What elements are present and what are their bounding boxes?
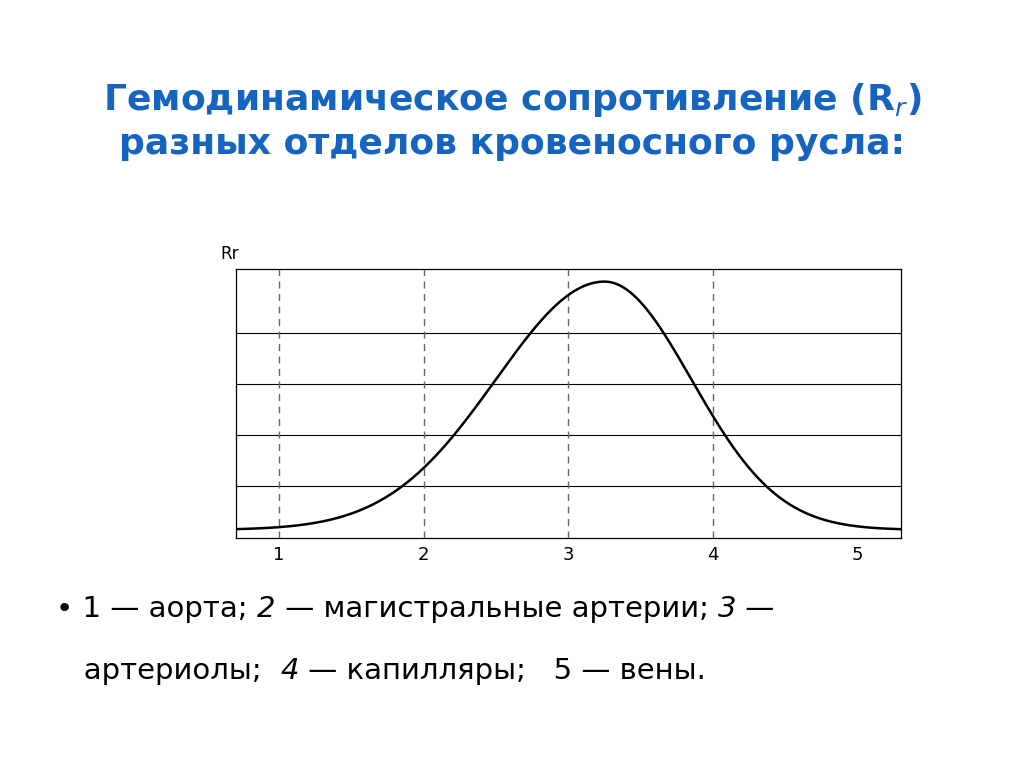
- Text: Гемодинамическое сопротивление (R$_r$): Гемодинамическое сопротивление (R$_r$): [102, 81, 922, 118]
- Text: артериолы;: артериолы;: [56, 657, 281, 684]
- Text: разных отделов кровеносного русла:: разных отделов кровеносного русла:: [119, 127, 905, 161]
- Text: —: —: [736, 595, 774, 623]
- Text: • 1 — аорта;: • 1 — аорта;: [56, 595, 257, 623]
- Text: — капилляры;   5 — вены.: — капилляры; 5 — вены.: [299, 657, 706, 684]
- Text: 3: 3: [718, 595, 736, 623]
- Text: 4: 4: [281, 657, 299, 684]
- Text: 2: 2: [257, 595, 275, 623]
- Text: — магистральные артерии;: — магистральные артерии;: [275, 595, 718, 623]
- Text: Rr: Rr: [220, 245, 239, 263]
